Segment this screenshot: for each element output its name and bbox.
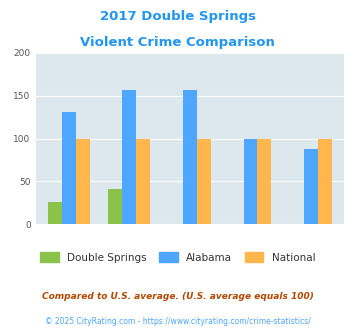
Bar [48,202,62,224]
Bar [76,139,90,224]
Bar [197,139,211,224]
Text: Violent Crime Comparison: Violent Crime Comparison [80,36,275,49]
Bar [304,149,318,224]
Bar [257,139,271,224]
Legend: Double Springs, Alabama, National: Double Springs, Alabama, National [40,252,315,262]
Text: 2017 Double Springs: 2017 Double Springs [99,10,256,23]
Bar [109,189,122,224]
Bar [244,139,257,224]
Bar [136,139,150,224]
Bar [318,139,332,224]
Bar [183,90,197,224]
Text: Compared to U.S. average. (U.S. average equals 100): Compared to U.S. average. (U.S. average … [42,292,313,301]
Bar [122,90,136,224]
Bar [62,112,76,224]
Text: © 2025 CityRating.com - https://www.cityrating.com/crime-statistics/: © 2025 CityRating.com - https://www.city… [45,317,310,326]
